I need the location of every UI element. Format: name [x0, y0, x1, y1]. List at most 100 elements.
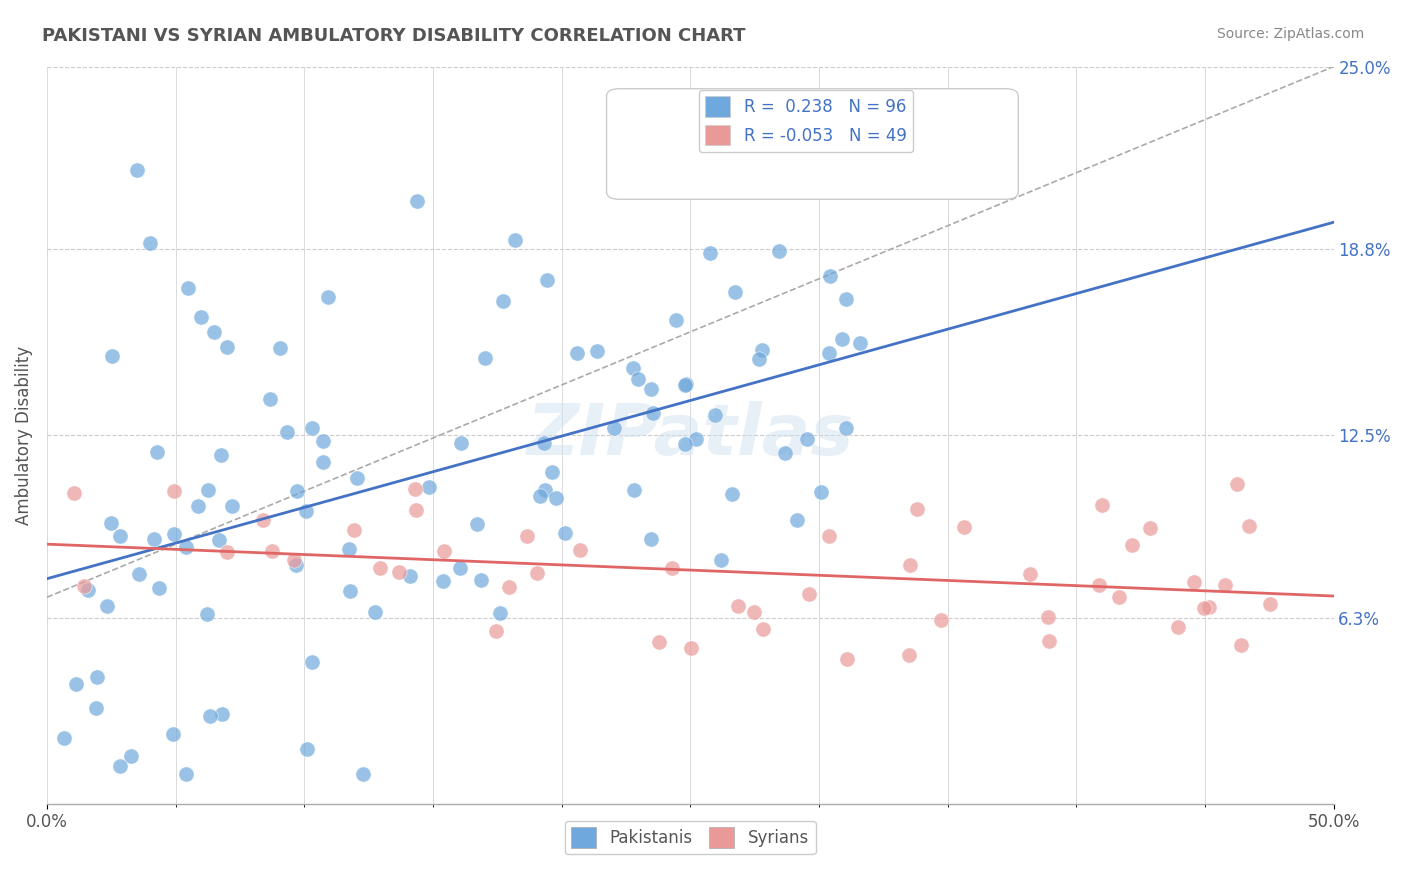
Point: [623, 483, 645, 498]
Point: [1226, 476, 1249, 491]
Point: [748, 351, 770, 366]
Point: [108, 759, 131, 773]
Point: [177, 281, 200, 295]
Point: [198, 709, 221, 723]
Point: [673, 436, 696, 450]
Point: [209, 448, 232, 462]
Point: [86, 670, 108, 684]
Point: [810, 485, 832, 500]
Point: [301, 655, 323, 669]
Point: [405, 194, 427, 208]
Point: [488, 606, 510, 620]
Point: [834, 293, 856, 307]
Point: [831, 332, 853, 346]
Point: [276, 425, 298, 440]
Point: [121, 748, 143, 763]
Point: [953, 520, 976, 534]
Point: [818, 529, 841, 543]
Point: [673, 378, 696, 392]
Point: [773, 445, 796, 459]
Point: [316, 290, 339, 304]
Point: [848, 335, 870, 350]
Point: [727, 599, 749, 613]
Point: [211, 707, 233, 722]
Point: [751, 343, 773, 358]
Point: [1192, 601, 1215, 615]
Point: [723, 285, 745, 300]
Point: [485, 624, 508, 638]
Point: [449, 561, 471, 575]
Point: [465, 516, 488, 531]
Point: [174, 540, 197, 554]
Point: [820, 268, 842, 283]
Point: [898, 558, 921, 572]
Point: [433, 544, 456, 558]
Point: [142, 533, 165, 547]
Point: [283, 553, 305, 567]
Point: [665, 313, 688, 327]
Point: [533, 436, 555, 450]
Point: [835, 652, 858, 666]
Point: [148, 581, 170, 595]
Point: [516, 529, 538, 543]
Point: [404, 482, 426, 496]
Point: [786, 513, 808, 527]
Point: [163, 484, 186, 499]
Point: [1139, 521, 1161, 535]
Point: [1237, 519, 1260, 533]
Point: [197, 483, 219, 498]
Point: [503, 233, 526, 247]
Point: [1198, 599, 1220, 614]
Point: [1215, 578, 1237, 592]
Point: [1167, 620, 1189, 634]
Point: [312, 434, 335, 448]
Point: [1258, 597, 1281, 611]
Point: [388, 565, 411, 579]
Point: [295, 504, 318, 518]
Point: [312, 455, 335, 469]
Point: [569, 542, 592, 557]
Point: [661, 561, 683, 575]
Point: [643, 406, 665, 420]
Point: [799, 587, 821, 601]
Point: [202, 325, 225, 339]
Point: [541, 465, 564, 479]
Text: ZIPatlas: ZIPatlas: [526, 401, 853, 469]
Point: [100, 516, 122, 530]
Point: [498, 580, 520, 594]
Point: [720, 486, 742, 500]
Point: [108, 528, 131, 542]
Point: [432, 574, 454, 588]
Point: [207, 533, 229, 547]
Point: [526, 566, 548, 580]
Point: [1036, 610, 1059, 624]
Point: [259, 392, 281, 406]
Point: [399, 569, 422, 583]
Point: [260, 544, 283, 558]
Point: [796, 432, 818, 446]
Point: [534, 483, 557, 497]
Point: [1091, 498, 1114, 512]
Point: [474, 351, 496, 365]
Point: [818, 345, 841, 359]
Point: [162, 727, 184, 741]
Point: [285, 483, 308, 498]
Point: [73, 579, 96, 593]
Point: [640, 382, 662, 396]
Point: [704, 408, 727, 422]
Point: [269, 341, 291, 355]
Point: [450, 436, 472, 450]
Point: [1230, 639, 1253, 653]
Text: Source: ZipAtlas.com: Source: ZipAtlas.com: [1216, 27, 1364, 41]
Point: [405, 503, 427, 517]
Point: [352, 767, 374, 781]
Point: [174, 767, 197, 781]
Point: [554, 526, 576, 541]
Point: [751, 622, 773, 636]
Point: [699, 246, 721, 260]
Point: [768, 244, 790, 258]
Point: [1038, 634, 1060, 648]
Point: [627, 372, 650, 386]
Point: [139, 236, 162, 251]
Point: [86, 701, 108, 715]
